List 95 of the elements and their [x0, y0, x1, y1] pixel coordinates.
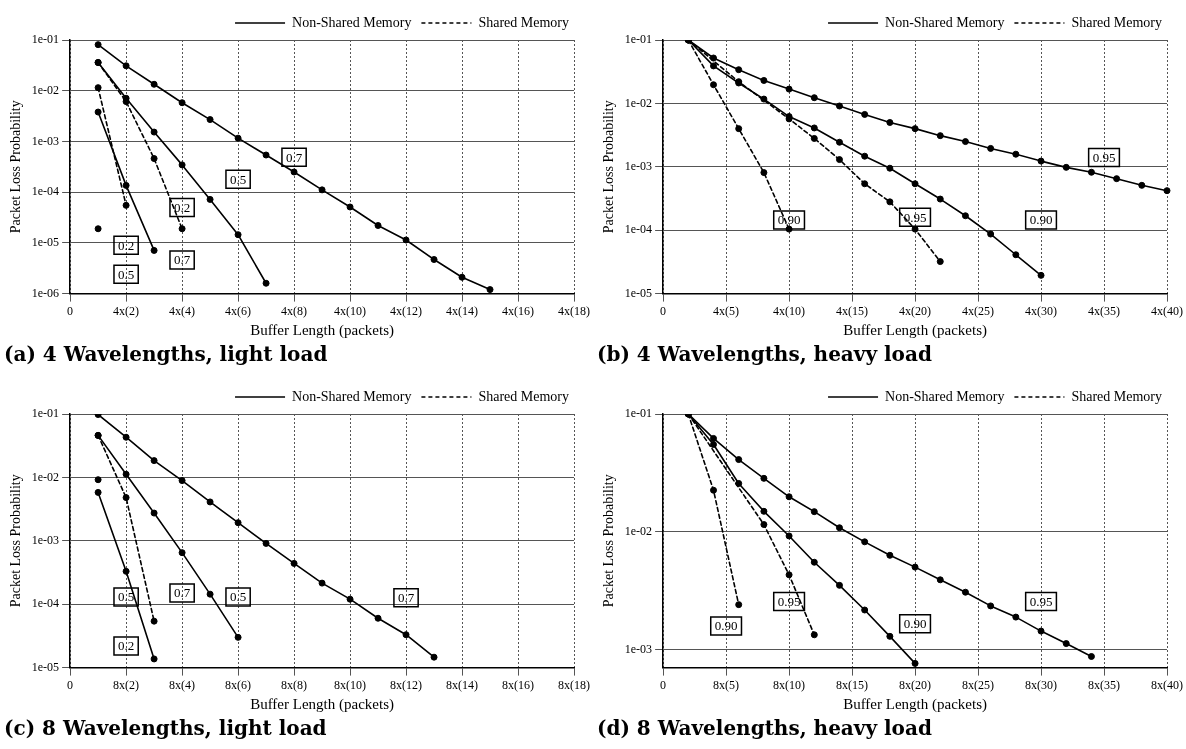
legend-label: Shared Memory — [478, 388, 569, 404]
x-tick-label: 8x(4) — [169, 677, 196, 692]
y-tick-label: 1e-01 — [624, 32, 653, 47]
legend-label: Shared Memory — [1071, 388, 1162, 404]
x-tick-label: 8x(25) — [962, 677, 995, 692]
x-tick-label: 4x(4) — [169, 303, 196, 318]
y-tick-label: 1e-01 — [31, 406, 60, 421]
x-tick-label: 8x(6) — [225, 677, 252, 692]
text: (c) 8 Wavelengths, light load — [4, 716, 327, 741]
x-tick-label: 8x(18) — [558, 677, 590, 692]
legend-label: Non-Shared Memory — [885, 388, 1005, 404]
text: (b) 4 Wavelengths, heavy load — [597, 342, 932, 367]
x-tick-label: 8x(14) — [446, 677, 479, 692]
text: (d) 8 Wavelengths, heavy load — [597, 716, 932, 741]
legend-label: Shared Memory — [1071, 14, 1162, 30]
x-tick-label: 8x(5) — [713, 677, 740, 692]
annotation: 0.90 — [714, 618, 738, 634]
y-tick-label: 1e-06 — [31, 285, 60, 300]
y-tick-label: 1e-02 — [31, 82, 60, 97]
y-tick-label: 1e-03 — [31, 133, 60, 148]
x-axis-title: Buffer Length (packets) — [843, 695, 987, 713]
x-tick-label: 4x(8) — [281, 303, 308, 318]
x-tick-label: 8x(20) — [899, 677, 932, 692]
x-tick-label: 8x(10) — [773, 677, 806, 692]
legend-label: Non-Shared Memory — [292, 388, 412, 404]
x-axis-title: Buffer Length (packets) — [843, 321, 987, 339]
x-tick-label: 4x(16) — [502, 303, 535, 318]
y-axis-title: Packet Loss Probability — [601, 474, 617, 608]
x-tick-label: 4x(25) — [962, 303, 995, 318]
x-tick-label: 8x(8) — [281, 677, 308, 692]
annotation: 0.2 — [173, 199, 191, 215]
x-tick-label: 4x(35) — [1088, 303, 1121, 318]
annotation: 0.7 — [173, 585, 191, 601]
x-tick-label: 4x(15) — [836, 303, 869, 318]
y-tick-label: 1e-03 — [624, 158, 653, 173]
y-tick-label: 1e-02 — [31, 469, 60, 484]
annotation: 0.90 — [777, 212, 801, 228]
annotation: 0.7 — [173, 252, 191, 268]
x-tick-label: 4x(30) — [1025, 303, 1058, 318]
y-tick-label: 1e-01 — [624, 406, 653, 421]
annotation: 0.7 — [285, 149, 303, 165]
y-tick-label: 1e-04 — [31, 596, 60, 611]
legend-label: Non-Shared Memory — [292, 14, 412, 30]
y-tick-label: 1e-05 — [31, 235, 60, 250]
x-tick-label: 0 — [67, 303, 74, 318]
annotation: 0.2 — [117, 638, 135, 654]
x-tick-label: 0 — [660, 303, 667, 318]
x-tick-label: 4x(6) — [225, 303, 252, 318]
y-axis-title: Packet Loss Probability — [601, 100, 617, 234]
x-tick-label: 4x(10) — [334, 303, 367, 318]
x-tick-label: 4x(5) — [713, 303, 740, 318]
x-tick-label: 8x(30) — [1025, 677, 1058, 692]
annotation: 0.7 — [397, 590, 415, 606]
annotation: 0.95 — [1029, 593, 1053, 609]
annotation: 0.5 — [229, 171, 247, 187]
y-tick-label: 1e-01 — [31, 32, 60, 47]
x-tick-label: 8x(12) — [390, 677, 423, 692]
annotation: 0.5 — [117, 589, 135, 605]
x-tick-label: 4x(40) — [1151, 303, 1183, 318]
x-tick-label: 8x(15) — [836, 677, 869, 692]
y-tick-label: 1e-03 — [31, 532, 60, 547]
annotation: 0.95 — [777, 593, 801, 609]
y-tick-label: 1e-05 — [624, 285, 653, 300]
y-tick-label: 1e-02 — [624, 95, 653, 110]
x-tick-label: 8x(35) — [1088, 677, 1121, 692]
x-axis-title: Buffer Length (packets) — [250, 695, 394, 713]
annotation: 0.90 — [1029, 212, 1053, 228]
x-axis-title: Buffer Length (packets) — [250, 321, 394, 339]
legend-label: Non-Shared Memory — [885, 14, 1005, 30]
y-tick-label: 1e-04 — [624, 222, 653, 237]
legend-label: Shared Memory — [478, 14, 569, 30]
x-tick-label: 0 — [660, 677, 667, 692]
annotation: 0.95 — [903, 209, 927, 225]
x-tick-label: 4x(20) — [899, 303, 932, 318]
y-axis-title: Packet Loss Probability — [8, 100, 24, 234]
x-tick-label: 4x(2) — [113, 303, 140, 318]
annotation: 0.90 — [903, 616, 927, 632]
annotation: 0.5 — [117, 266, 135, 282]
text: (a) 4 Wavelengths, light load — [4, 342, 328, 367]
x-tick-label: 0 — [67, 677, 74, 692]
x-tick-label: 8x(16) — [502, 677, 535, 692]
x-tick-label: 4x(18) — [558, 303, 590, 318]
annotation: 0.95 — [1092, 149, 1116, 165]
x-tick-label: 4x(14) — [446, 303, 479, 318]
x-tick-label: 4x(10) — [773, 303, 806, 318]
y-tick-label: 1e-04 — [31, 184, 60, 199]
y-tick-label: 1e-02 — [624, 523, 653, 538]
annotation: 0.5 — [229, 589, 247, 605]
y-tick-label: 1e-03 — [624, 641, 653, 656]
y-axis-title: Packet Loss Probability — [8, 474, 24, 608]
y-tick-label: 1e-05 — [31, 659, 60, 674]
x-tick-label: 8x(10) — [334, 677, 367, 692]
x-tick-label: 8x(2) — [113, 677, 140, 692]
x-tick-label: 4x(12) — [390, 303, 423, 318]
x-tick-label: 8x(40) — [1151, 677, 1183, 692]
